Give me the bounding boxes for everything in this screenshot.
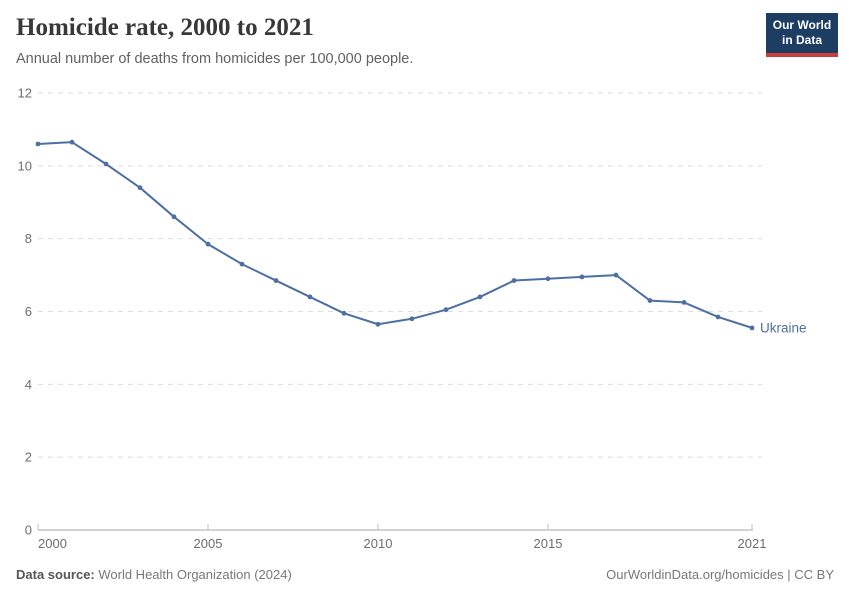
y-axis-tick-label: 8 bbox=[25, 231, 32, 246]
owid-logo[interactable]: Our World in Data bbox=[766, 13, 838, 57]
data-point[interactable] bbox=[35, 141, 41, 147]
data-point[interactable] bbox=[239, 261, 245, 267]
x-axis-tick-label: 2015 bbox=[534, 536, 563, 551]
x-axis-tick-label: 2000 bbox=[38, 536, 67, 551]
data-source-value: World Health Organization (2024) bbox=[94, 567, 292, 582]
data-point[interactable] bbox=[443, 307, 449, 313]
data-point[interactable] bbox=[545, 276, 551, 282]
data-point[interactable] bbox=[613, 272, 619, 278]
owid-logo-line2: in Data bbox=[781, 33, 822, 47]
y-axis-tick-label: 12 bbox=[18, 86, 32, 101]
series-end-label[interactable]: Ukraine bbox=[760, 320, 807, 335]
line-chart[interactable]: 0 2 4 6 8 10 12 2000 2005 2010 2015 2021 Ukraine bbox=[0, 0, 850, 560]
data-source-line: Data source: World Health Organization (… bbox=[16, 567, 292, 582]
data-point[interactable] bbox=[681, 299, 687, 305]
data-point[interactable] bbox=[205, 241, 211, 247]
page-title: Homicide rate, 2000 to 2021 bbox=[16, 14, 314, 41]
page-subtitle: Annual number of deaths from homicides p… bbox=[16, 51, 414, 67]
data-point[interactable] bbox=[409, 316, 415, 322]
y-axis-tick-label: 10 bbox=[18, 158, 32, 173]
y-axis-tick-label: 4 bbox=[25, 377, 32, 392]
data-point[interactable] bbox=[715, 314, 721, 320]
data-point[interactable] bbox=[137, 185, 143, 191]
data-line[interactable] bbox=[37, 141, 753, 329]
data-point[interactable] bbox=[579, 274, 585, 280]
data-point[interactable] bbox=[103, 161, 109, 167]
y-axis-tick-label: 2 bbox=[25, 450, 32, 465]
y-axis-tick-label: 6 bbox=[25, 304, 32, 319]
chart-footer: Data source: World Health Organization (… bbox=[16, 567, 834, 582]
data-point[interactable] bbox=[511, 278, 517, 283]
data-point[interactable] bbox=[171, 214, 177, 220]
data-point[interactable] bbox=[647, 298, 653, 303]
data-source-label: Data source: bbox=[16, 567, 95, 582]
data-point[interactable] bbox=[307, 294, 313, 300]
data-point[interactable] bbox=[477, 294, 483, 300]
data-point[interactable] bbox=[341, 310, 347, 316]
owid-logo-line1: Our World bbox=[772, 18, 832, 32]
data-point[interactable] bbox=[273, 278, 279, 283]
x-axis-tick-label: 2010 bbox=[364, 536, 393, 551]
x-axis-tick-label: 2021 bbox=[738, 536, 767, 551]
y-axis-tick-label: 0 bbox=[25, 523, 32, 538]
data-point[interactable] bbox=[375, 321, 381, 327]
credit-link[interactable]: OurWorldinData.org/homicides | CC BY bbox=[606, 567, 834, 582]
data-point[interactable] bbox=[749, 325, 755, 331]
data-point[interactable] bbox=[69, 139, 75, 145]
x-axis-tick-label: 2005 bbox=[194, 536, 223, 551]
